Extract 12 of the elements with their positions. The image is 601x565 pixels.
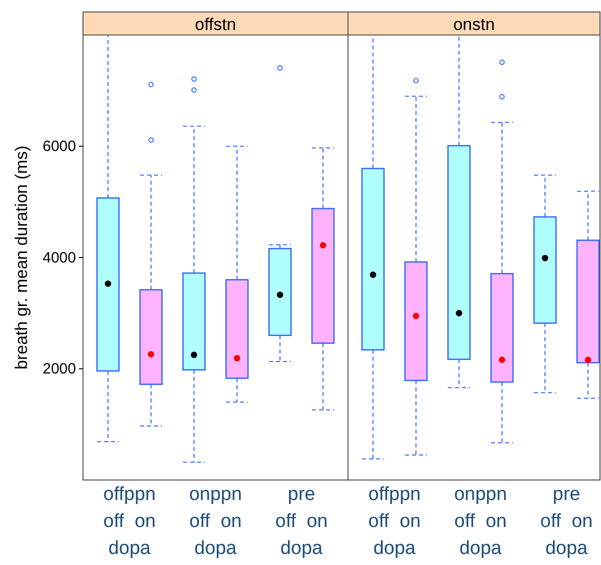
x-tick-label: pre off on dopa — [540, 484, 593, 559]
chart-title: onstn — [453, 15, 495, 34]
x-tick-label: onppn off on dopa — [454, 484, 507, 559]
y-axis-title: breath gr. mean duration (ms) — [12, 146, 31, 370]
y-tick-label: 4000 — [42, 249, 76, 266]
x-tick-label: offppn off on dopa — [103, 484, 156, 559]
x-tick-label: pre off on dopa — [275, 484, 328, 559]
chart-title: offstn — [194, 15, 236, 34]
x-tick-label: onppn off on dopa — [189, 484, 242, 559]
y-tick-label: 6000 — [42, 138, 76, 156]
y-tick-label: 2000 — [42, 360, 76, 378]
x-tick-label: offppn off on dopa — [368, 484, 421, 559]
